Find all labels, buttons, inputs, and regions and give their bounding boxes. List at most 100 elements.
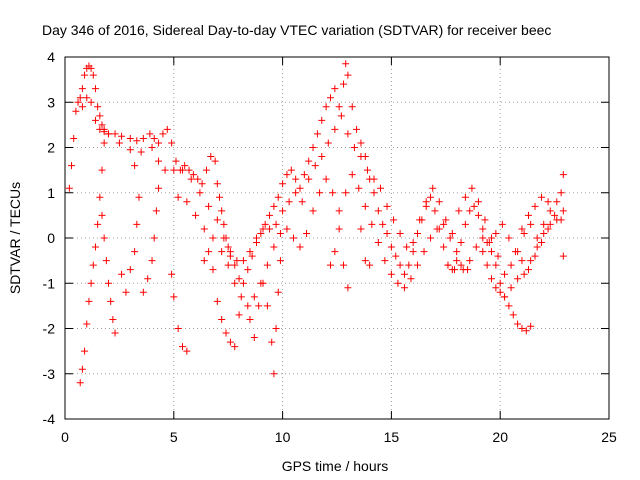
data-point: [298, 198, 306, 206]
x-axis-label: GPS time / hours: [282, 458, 389, 474]
data-point: [118, 270, 126, 278]
data-point: [259, 279, 267, 287]
data-point: [387, 270, 395, 278]
data-point: [87, 98, 95, 106]
data-point: [350, 144, 358, 151]
data-point: [492, 261, 500, 269]
data-point: [159, 130, 167, 138]
data-point: [509, 311, 517, 319]
y-tick-label: 4: [47, 49, 55, 65]
data-point: [148, 144, 156, 151]
data-point: [470, 202, 478, 210]
data-point: [83, 94, 91, 102]
data-point: [348, 103, 356, 111]
plot-frame: [64, 56, 610, 420]
data-point: [487, 275, 495, 283]
data-point: [514, 320, 522, 328]
data-point: [487, 234, 495, 242]
data-point: [366, 261, 374, 269]
data-point: [81, 347, 89, 355]
series-falling-tracks: [76, 139, 472, 387]
data-point: [481, 216, 489, 224]
data-point: [274, 193, 282, 201]
data-point: [155, 139, 163, 147]
data-point: [161, 166, 169, 174]
data-point: [305, 157, 313, 165]
data-point: [78, 85, 86, 93]
data-point: [163, 125, 171, 133]
data-point: [511, 248, 519, 256]
data-point: [68, 162, 76, 170]
data-point: [309, 144, 317, 151]
y-tick-label: -2: [43, 321, 56, 337]
data-point: [457, 261, 465, 269]
data-point: [187, 175, 195, 183]
x-tick-label: 15: [384, 429, 400, 445]
data-point: [559, 171, 567, 179]
data-point: [414, 261, 422, 269]
data-point: [270, 202, 278, 210]
data-point: [466, 207, 474, 215]
data-point: [76, 94, 84, 102]
data-point: [496, 288, 504, 296]
data-point: [540, 220, 548, 228]
data-point: [524, 211, 532, 219]
data-point: [335, 207, 343, 215]
data-point: [250, 334, 258, 342]
data-point: [213, 297, 221, 305]
data-point: [272, 220, 280, 228]
data-point: [100, 128, 108, 136]
data-point: [189, 171, 197, 179]
data-point: [520, 229, 528, 237]
data-point: [370, 175, 378, 183]
data-point: [335, 225, 343, 233]
data-point: [226, 248, 234, 256]
data-point: [457, 239, 465, 247]
data-point: [224, 261, 232, 269]
data-point: [396, 229, 404, 237]
y-tick-label: 3: [47, 94, 55, 110]
data-point: [451, 266, 459, 274]
data-point: [331, 248, 339, 256]
data-point: [226, 338, 234, 346]
data-point: [518, 225, 526, 233]
data-point: [326, 261, 334, 269]
data-point: [213, 216, 221, 224]
data-point: [198, 180, 206, 188]
data-point: [94, 103, 102, 111]
data-point: [292, 189, 300, 197]
x-tick-label: 0: [61, 429, 69, 445]
data-point: [505, 302, 513, 310]
data-point: [479, 225, 487, 233]
data-point: [105, 279, 113, 287]
data-point: [207, 153, 215, 161]
data-point: [544, 198, 552, 206]
data-point: [81, 71, 89, 79]
data-point: [205, 248, 213, 256]
data-point: [466, 257, 474, 265]
data-point: [414, 229, 422, 237]
data-point: [148, 257, 156, 265]
data-point: [474, 211, 482, 219]
data-point: [183, 198, 191, 206]
data-point: [429, 184, 437, 192]
data-point: [342, 60, 350, 68]
data-point: [218, 248, 226, 256]
data-point: [87, 64, 95, 72]
data-point: [474, 198, 482, 206]
data-point: [431, 207, 439, 215]
data-point: [276, 229, 284, 237]
data-point: [309, 207, 317, 215]
data-point: [150, 234, 158, 242]
data-point: [520, 270, 528, 278]
data-point: [215, 193, 223, 201]
data-point: [137, 148, 145, 156]
data-point: [331, 85, 339, 93]
y-tick-label: 1: [47, 185, 55, 201]
data-point: [538, 193, 546, 201]
series-upper-band: [78, 94, 567, 278]
data-point: [303, 229, 311, 237]
data-point: [446, 234, 454, 242]
data-point: [261, 220, 269, 228]
data-point: [416, 216, 424, 224]
